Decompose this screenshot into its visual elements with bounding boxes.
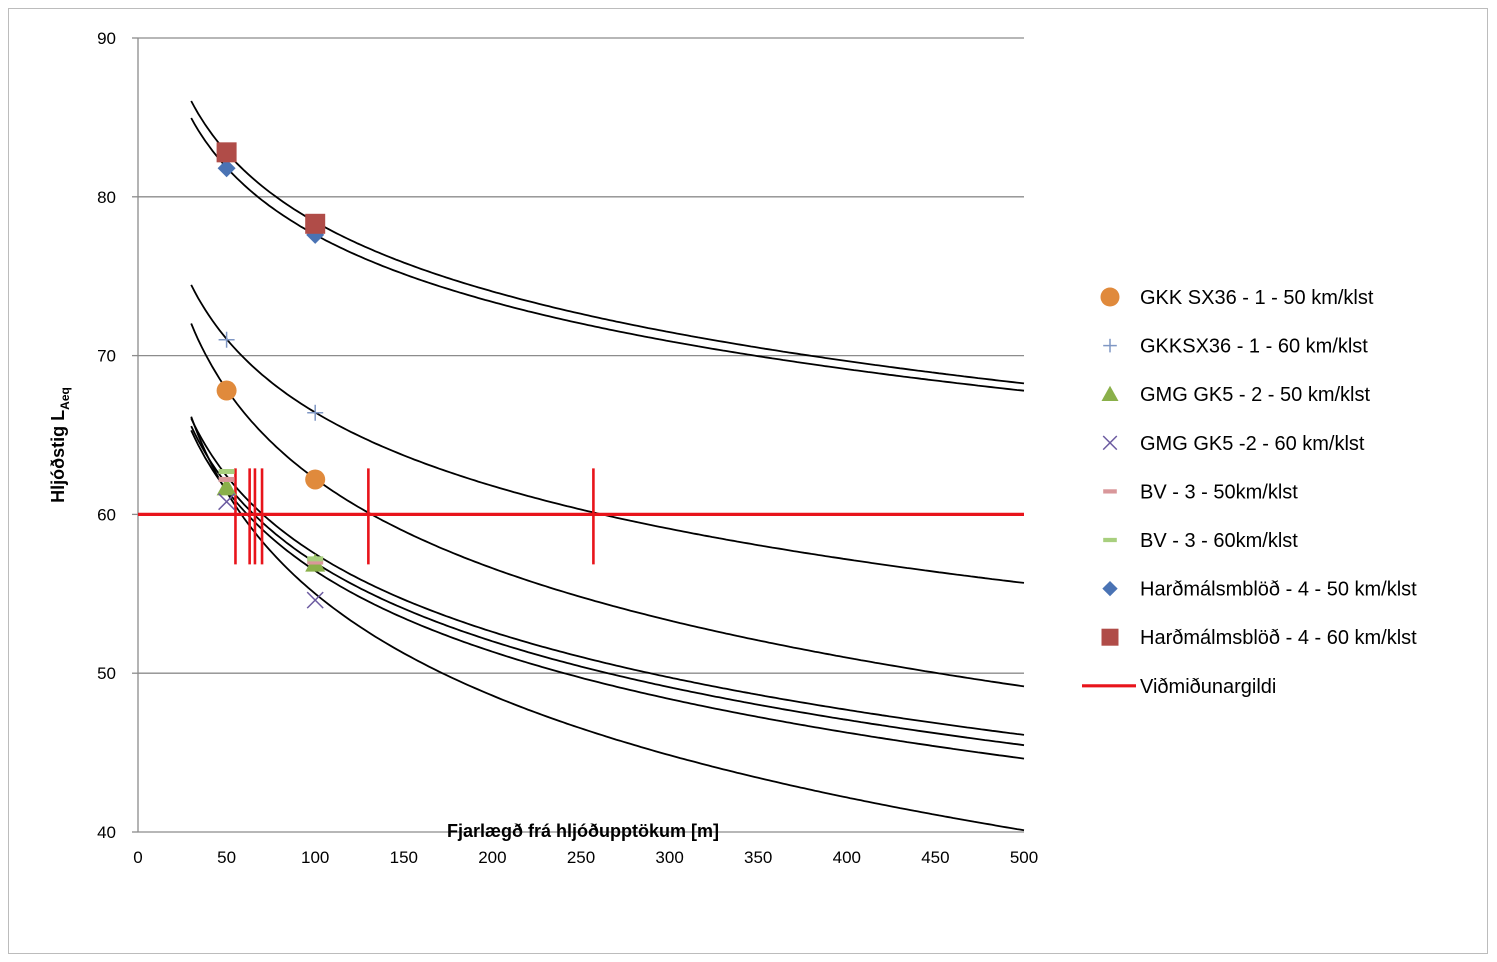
x-axis-title: Fjarlægð frá hljóðupptökum [m] <box>447 821 719 841</box>
chart: 0 50 100 150 200 250 300 350 400 450 500 40 50 60 70 8… <box>48 29 1417 867</box>
trend-line-5 <box>190 418 1025 736</box>
marker-series2-point1 <box>218 331 235 348</box>
y-axis-title: Hljóðstig LAeq <box>48 387 72 503</box>
data-markers <box>216 142 326 609</box>
y-axis-title-subscript: Aeq <box>58 387 72 410</box>
x-tick-label-350: 350 <box>744 848 772 867</box>
trend-line-7 <box>190 430 1025 760</box>
marker-series4-point1 <box>218 493 236 511</box>
marker-series4-point2-b <box>306 591 324 609</box>
reference-line <box>138 468 1024 565</box>
legend-symbol-2 <box>1103 338 1117 353</box>
x-tick-label-200: 200 <box>478 848 506 867</box>
y-tick-label-70: 70 <box>97 347 116 366</box>
legend: GKK SX36 - 1 - 50 km/klst GKKSX36 - 1 - 6… <box>1082 287 1417 698</box>
x-tick-label-100: 100 <box>301 848 329 867</box>
marker-series3-point1 <box>216 477 237 496</box>
legend-symbol-7 <box>1102 580 1118 597</box>
legend-label-4: GMG GK5 -2 - 60 km/klst <box>1140 433 1365 455</box>
y-tick-label-40: 40 <box>97 823 116 842</box>
legend-symbol-6 <box>1103 537 1117 543</box>
trend-line-8 <box>190 416 1025 832</box>
x-tick-labels: 0 50 100 150 200 250 300 350 400 450 500 <box>133 848 1038 867</box>
marker-series4-point1-b <box>218 493 236 511</box>
legend-label-1: GKK SX36 - 1 - 50 km/klst <box>1140 287 1374 309</box>
x-tick-label-0: 0 <box>133 848 142 867</box>
y-tick-label-90: 90 <box>97 29 116 48</box>
marker-series6-point1 <box>218 469 235 475</box>
legend-label-7: Harðmálsmblöð - 4 - 50 km/klst <box>1140 579 1417 601</box>
legend-label-9: Viðmiðunargildi <box>1140 676 1276 698</box>
trend-line-4 <box>190 323 1025 688</box>
gridlines <box>138 37 1024 674</box>
chart-frame: 0 50 100 150 200 250 300 350 400 450 500 40 50 60 70 8… <box>8 8 1488 954</box>
y-tick-label-80: 80 <box>97 188 116 207</box>
marker-series5-point1 <box>218 476 235 482</box>
y-tick-label-50: 50 <box>97 664 116 683</box>
legend-symbol-5 <box>1103 489 1117 494</box>
legend-symbol-8 <box>1101 628 1119 646</box>
x-tick-label-150: 150 <box>390 848 418 867</box>
legend-symbol-1 <box>1100 287 1120 307</box>
marker-series1-point1 <box>216 380 237 401</box>
legend-label-3: GMG GK5 - 2 - 50 km/klst <box>1140 384 1370 406</box>
y-axis-title-main: Hljóðstig L <box>48 410 68 503</box>
marker-series5-point2 <box>307 559 324 565</box>
trend-lines <box>190 100 1025 832</box>
x-tick-label-500: 500 <box>1010 848 1038 867</box>
legend-symbol-4 <box>1102 435 1118 451</box>
legend-label-8: Harðmálmsblöð - 4 - 60 km/klst <box>1140 627 1417 649</box>
x-tick-label-50: 50 <box>217 848 236 867</box>
legend-label-2: GKKSX36 - 1 - 60 km/klst <box>1140 336 1368 358</box>
x-tick-label-400: 400 <box>833 848 861 867</box>
y-tick-labels: 40 50 60 70 80 90 <box>97 29 116 842</box>
marker-series1-point2 <box>305 469 326 490</box>
x-tick-label-450: 450 <box>921 848 949 867</box>
legend-symbol-4-b <box>1102 435 1118 451</box>
y-tick-label-60: 60 <box>97 505 116 524</box>
axes <box>132 37 1024 833</box>
legend-label-5: BV - 3 - 50km/klst <box>1140 481 1298 503</box>
marker-series4-point2 <box>306 591 324 609</box>
marker-series2-point2 <box>307 404 324 421</box>
marker-series8-point1 <box>216 142 237 163</box>
marker-series7-point1 <box>217 159 236 178</box>
x-tick-label-250: 250 <box>567 848 595 867</box>
trend-line-1 <box>190 100 1025 385</box>
trend-line-2 <box>190 117 1025 392</box>
legend-symbol-3 <box>1101 385 1119 401</box>
marker-series8-point2 <box>305 213 326 234</box>
x-tick-label-300: 300 <box>655 848 683 867</box>
trend-line-6 <box>190 425 1025 747</box>
legend-label-6: BV - 3 - 60km/klst <box>1140 530 1298 552</box>
marker-series6-point2 <box>307 556 324 562</box>
